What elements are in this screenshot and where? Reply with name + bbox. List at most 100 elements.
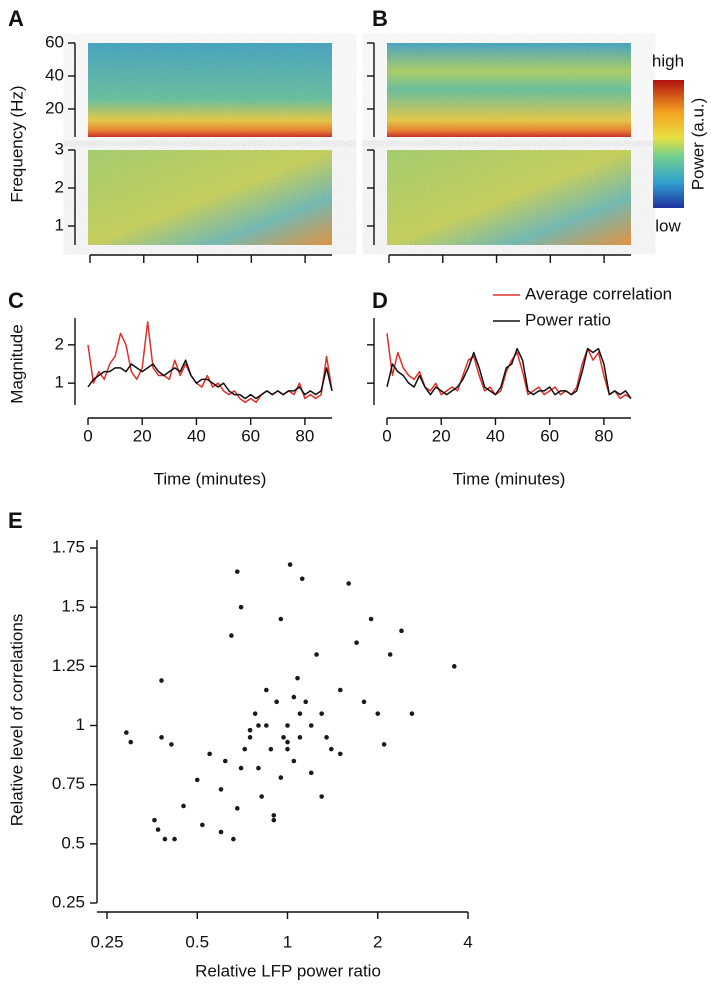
point <box>308 723 314 728</box>
point <box>303 699 308 705</box>
y-tick-label: 0.25 <box>52 892 85 911</box>
point <box>295 675 300 681</box>
y-tick-label: 2 <box>55 334 64 353</box>
y-tick-label: 0.5 <box>61 833 85 852</box>
y-tick-label: 1.5 <box>61 597 85 616</box>
panel-label: D <box>372 288 388 313</box>
colorbar <box>653 80 684 208</box>
x-axis-label: Time (minutes) <box>453 469 566 488</box>
y-tick-label: 60 <box>45 32 64 51</box>
colorbar-label: Power (a.u.) <box>688 98 707 191</box>
point <box>124 730 129 735</box>
point <box>200 822 205 828</box>
point <box>218 787 224 792</box>
point <box>319 711 324 716</box>
y-axis-label: Magnitude <box>7 324 26 403</box>
point <box>242 746 248 752</box>
y-tick-label: 1.25 <box>52 656 85 675</box>
point <box>287 562 293 567</box>
point <box>281 735 286 740</box>
point <box>264 723 269 728</box>
point <box>299 576 305 582</box>
point <box>337 751 343 757</box>
x-tick-label: 4 <box>463 932 472 951</box>
legend-label: Power ratio <box>525 310 611 329</box>
x-tick-label: 80 <box>594 426 613 445</box>
series-line <box>386 347 632 399</box>
point <box>231 836 236 842</box>
y-axis-label: Frequency (Hz) <box>7 85 26 202</box>
point <box>218 829 224 835</box>
point <box>375 711 381 716</box>
point <box>274 699 279 705</box>
colorbar-high: high <box>652 51 684 70</box>
point <box>285 723 290 728</box>
point <box>238 765 244 771</box>
x-tick-label: 40 <box>486 426 505 445</box>
y-axis-label: Relative level of correlations <box>7 614 26 827</box>
point <box>229 633 234 638</box>
point <box>234 569 240 574</box>
point <box>268 746 274 752</box>
y-tick-label: 40 <box>45 65 64 84</box>
x-tick-label: 0 <box>382 426 391 445</box>
y-tick-label: 1.75 <box>52 537 85 556</box>
point <box>155 827 161 832</box>
point <box>247 735 253 740</box>
point <box>152 817 157 823</box>
point <box>368 616 374 622</box>
x-tick-label: 60 <box>540 426 559 445</box>
point <box>159 735 164 740</box>
point <box>207 751 212 757</box>
spectrogram-noise <box>387 43 631 137</box>
point <box>291 758 297 764</box>
point <box>354 640 359 645</box>
x-tick-label: 0 <box>83 426 92 445</box>
point <box>169 742 174 747</box>
point <box>387 652 393 657</box>
panel-label: B <box>372 6 388 31</box>
point <box>259 794 264 799</box>
x-axis-label: Relative LFP power ratio <box>195 961 381 980</box>
point <box>238 604 244 610</box>
point <box>271 817 277 823</box>
point <box>181 803 186 809</box>
point <box>271 813 277 818</box>
point <box>319 794 324 799</box>
colorbar-low: low <box>655 216 681 235</box>
panel-label: A <box>8 6 24 31</box>
point <box>399 628 404 634</box>
point <box>297 735 303 740</box>
x-tick-label: 80 <box>295 426 314 445</box>
point <box>346 581 351 586</box>
point <box>337 687 343 693</box>
point <box>172 836 177 842</box>
point <box>361 699 367 705</box>
point <box>278 775 284 780</box>
y-tick-label: 2 <box>55 177 64 196</box>
y-tick-label: 1 <box>55 373 64 392</box>
point <box>308 770 314 776</box>
point <box>297 711 303 716</box>
point <box>285 739 290 745</box>
point <box>194 777 200 783</box>
x-axis-label: Time (minutes) <box>154 469 267 488</box>
y-tick-label: 1 <box>76 715 85 734</box>
x-tick-label: 20 <box>133 426 152 445</box>
point <box>256 723 261 728</box>
spectrogram-noise <box>88 43 332 137</box>
point <box>128 739 134 745</box>
point <box>234 806 240 811</box>
panel-label: E <box>8 508 23 533</box>
y-tick-label: 20 <box>45 98 64 117</box>
y-tick-label: 0.75 <box>52 774 85 793</box>
x-tick-label: 1 <box>283 932 292 951</box>
point <box>252 711 258 716</box>
series-line <box>87 359 333 400</box>
point <box>278 616 284 622</box>
point <box>285 746 290 752</box>
spectrogram-noise <box>387 150 631 245</box>
spectrogram-noise <box>88 150 332 245</box>
x-tick-label: 2 <box>373 932 382 951</box>
